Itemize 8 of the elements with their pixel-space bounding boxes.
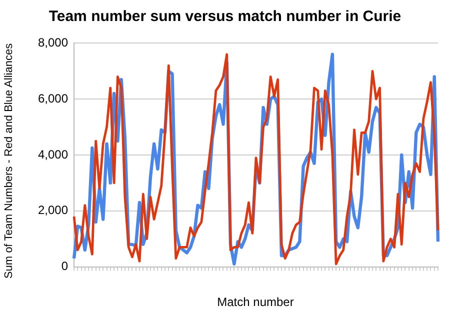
y-tick-label: 8,000 [38,36,68,50]
y-tick-label: 6,000 [38,91,68,106]
x-axis-title: Match number [216,295,295,309]
y-tick-label: 0 [61,259,68,274]
chart-title: Team number sum versus match number in Curie [48,8,402,25]
y-tick-label: 4,000 [38,147,68,162]
y-tick-label: 2,000 [38,203,68,218]
y-axis-title: Sum of Team Numbers - Red and Blue Alliances [3,42,15,281]
